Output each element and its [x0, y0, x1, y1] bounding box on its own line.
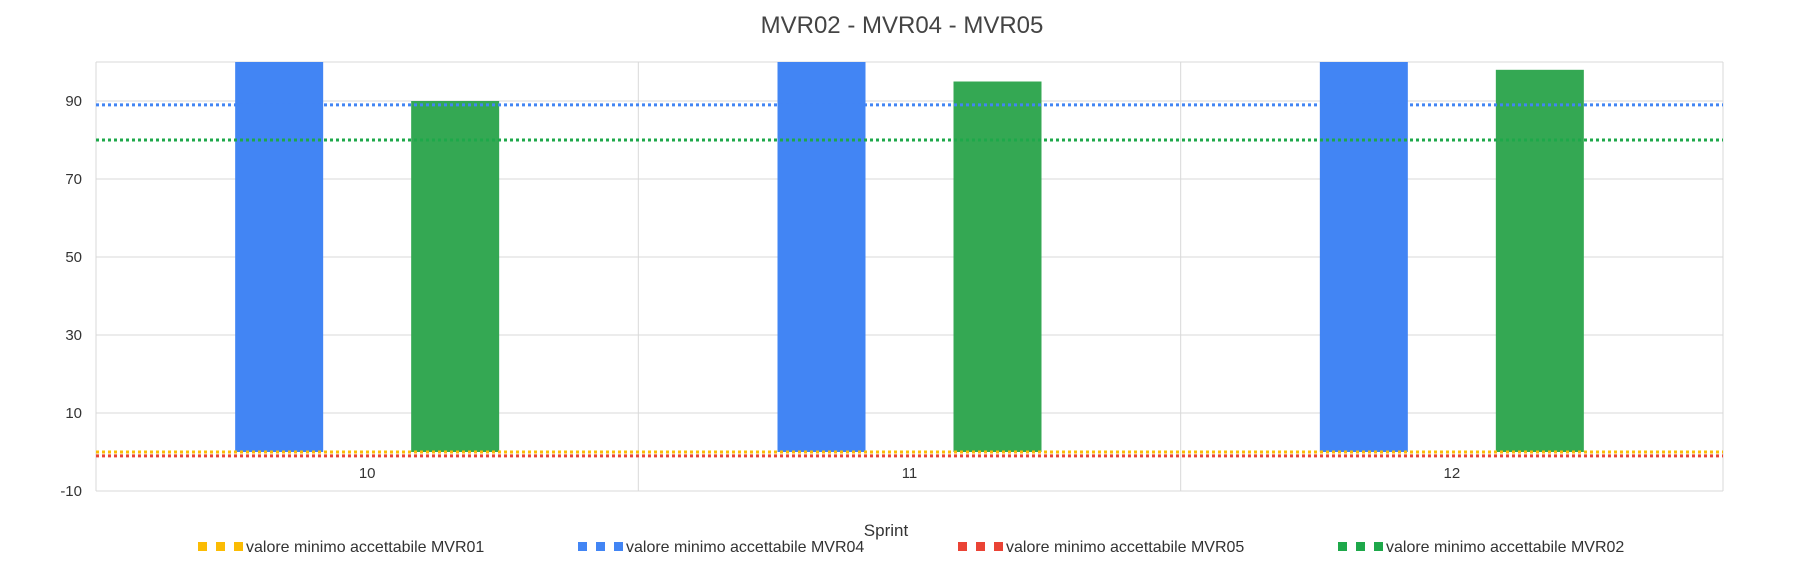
legend-marker: [1374, 542, 1383, 551]
legend-marker: [976, 542, 985, 551]
legend-label: valore minimo accettabile MVR01: [246, 539, 484, 556]
legend-marker: [234, 542, 243, 551]
bar-mvr04: [235, 62, 324, 452]
legend: valore minimo accettabile MVR01 valore mi…: [198, 539, 1624, 556]
bar-mvr04: [1319, 62, 1408, 452]
x-tick-label: 11: [902, 465, 918, 482]
legend-marker: [994, 542, 1003, 551]
legend-label: valore minimo accettabile MVR04: [626, 539, 864, 556]
legend-label: valore minimo accettabile MVR02: [1386, 539, 1624, 556]
legend-marker: [958, 542, 967, 551]
y-tick-label: -10: [60, 483, 82, 500]
reference-lines: [96, 103, 1723, 458]
y-tick-label: 90: [65, 93, 82, 110]
bar-mvr02: [411, 101, 500, 452]
legend-marker: [216, 542, 225, 551]
legend-marker: [198, 542, 207, 551]
axis-ticks: -10 10 30 50 70 90 10 11 12: [60, 93, 1460, 500]
legend-marker: [578, 542, 587, 551]
legend-item: valore minimo accettabile MVR04: [578, 539, 864, 556]
bar-mvr02: [953, 81, 1042, 452]
legend-marker: [1356, 542, 1365, 551]
bar-mvr04: [777, 62, 866, 452]
y-tick-label: 30: [65, 327, 82, 344]
bars: [235, 62, 1584, 453]
grid: [95, 61, 1724, 492]
x-tick-label: 10: [359, 465, 376, 482]
x-tick-label: 12: [1443, 465, 1460, 482]
x-axis-title: Sprint: [864, 521, 909, 540]
legend-item: valore minimo accettabile MVR02: [1338, 539, 1624, 556]
legend-item: valore minimo accettabile MVR01: [198, 539, 484, 556]
legend-label: valore minimo accettabile MVR05: [1006, 539, 1244, 556]
legend-marker: [1338, 542, 1347, 551]
y-tick-label: 10: [65, 405, 82, 422]
y-tick-label: 50: [65, 249, 82, 266]
chart-title: MVR02 - MVR04 - MVR05: [761, 12, 1044, 39]
legend-item: valore minimo accettabile MVR05: [958, 539, 1244, 556]
y-tick-label: 70: [65, 171, 82, 188]
bar-mvr02: [1495, 69, 1584, 453]
legend-marker: [596, 542, 605, 551]
legend-marker: [614, 542, 623, 551]
